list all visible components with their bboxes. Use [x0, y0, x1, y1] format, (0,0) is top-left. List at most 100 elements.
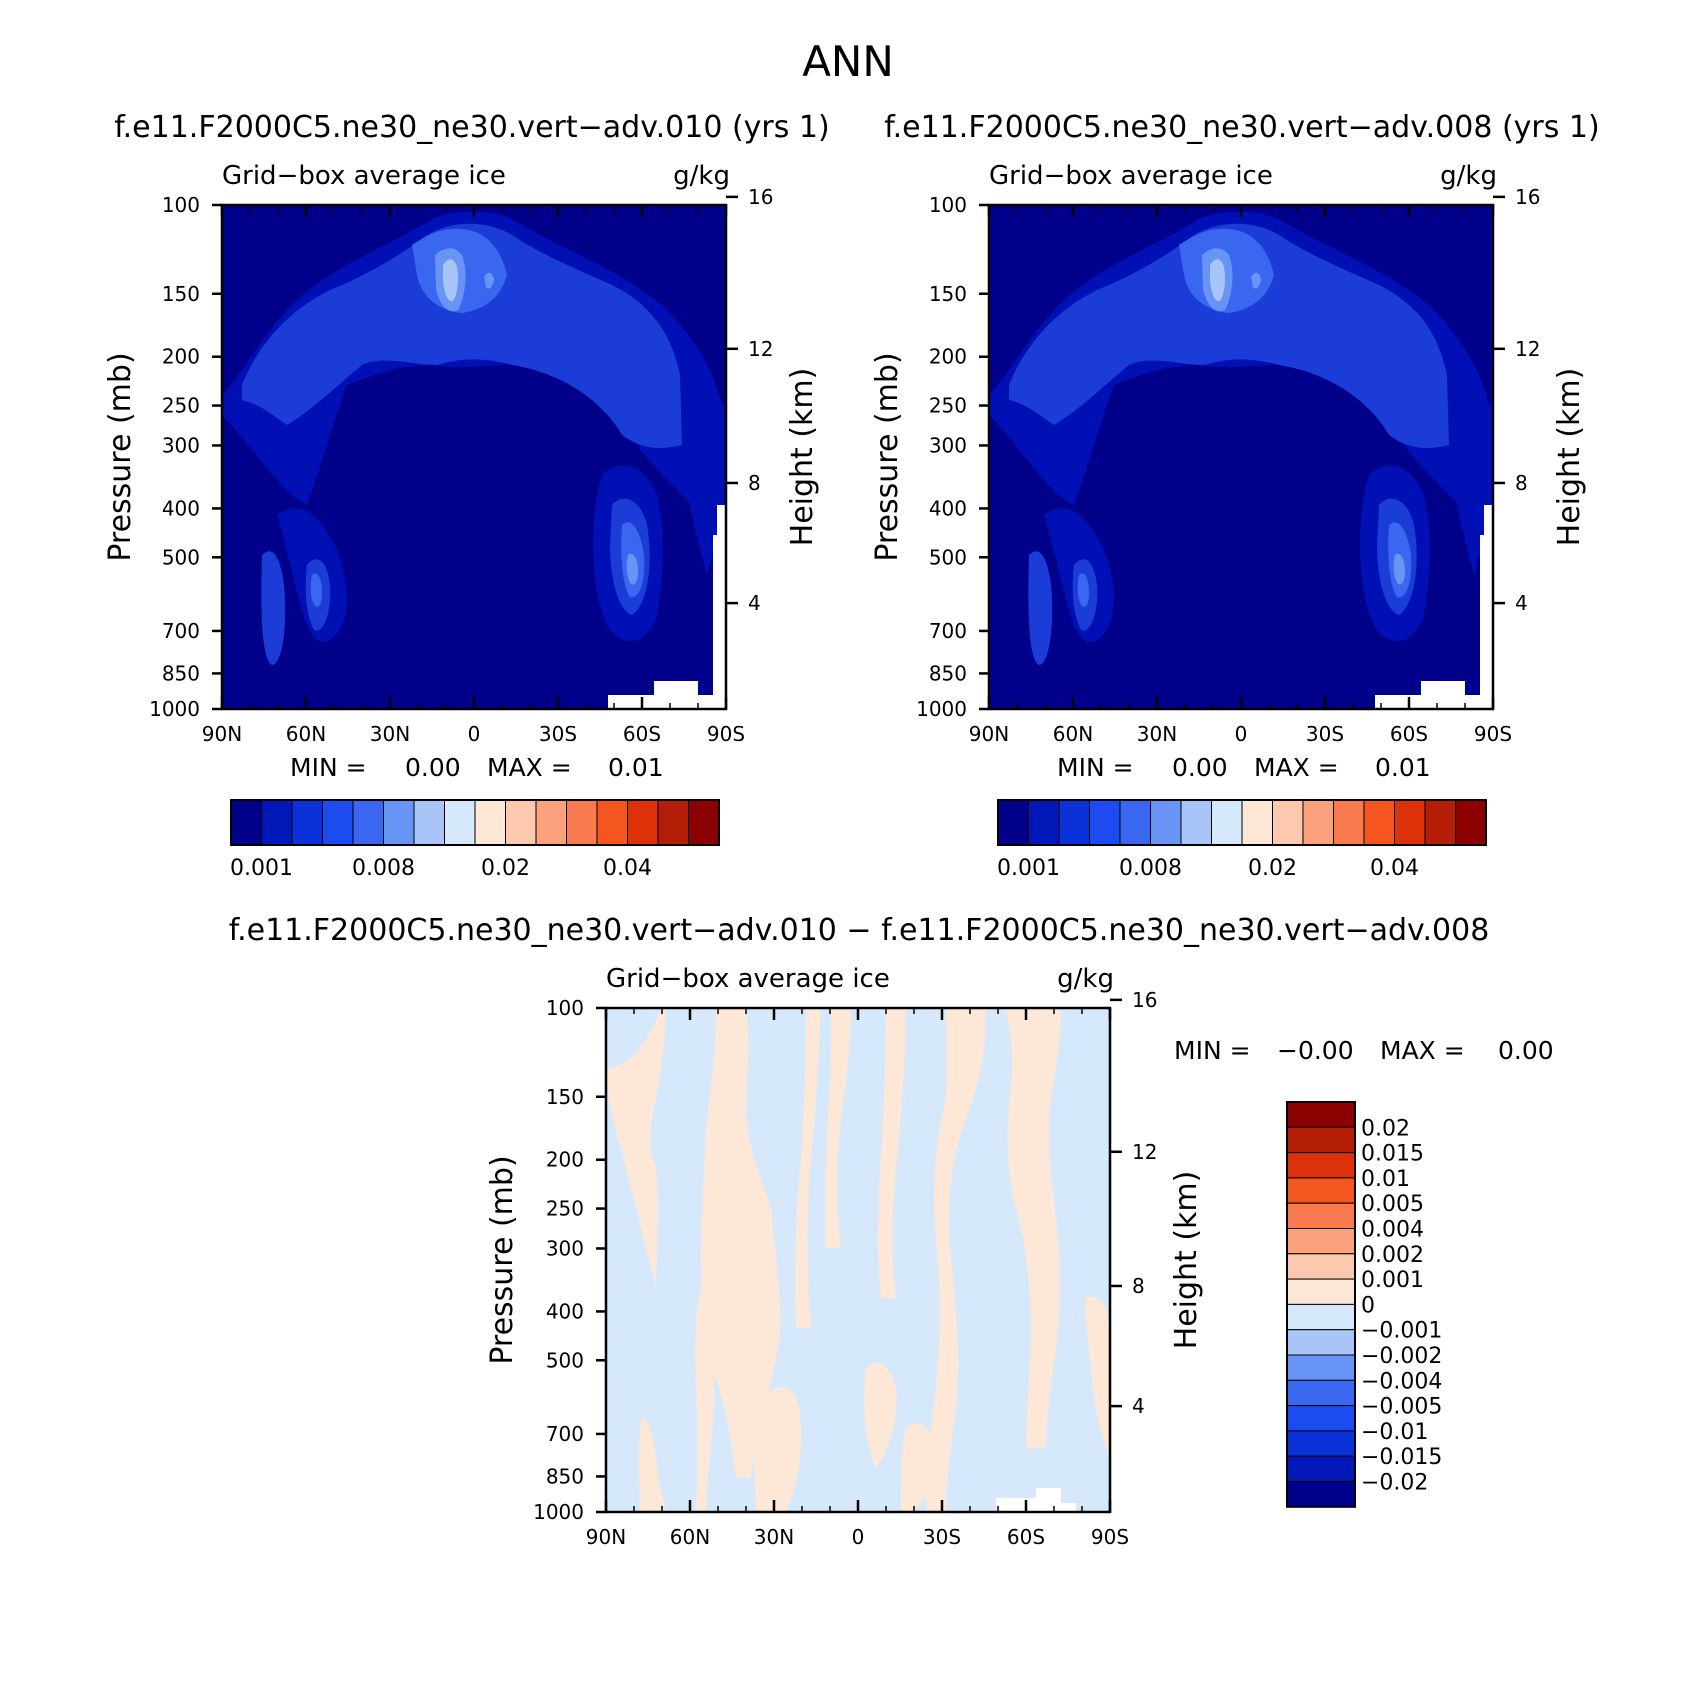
panel-b-title: f.e11.F2000C5.ne30_ne30.vert−adv.008 (yr… — [884, 110, 1599, 145]
colorbar-swatch — [505, 799, 537, 846]
y-right-tick-label: 8 — [1515, 471, 1528, 495]
panel-b-axes: 90N 60N 30N 0 30S 60S 90S 100 150 200 250 300 400 500… — [916, 185, 1540, 746]
panel-b-ylabel: Pressure (mb) — [870, 352, 905, 561]
panel-b-units: g/kg — [1440, 161, 1497, 191]
y-tick-label: 150 — [162, 282, 200, 306]
panel-a-contours — [222, 205, 726, 709]
colorbar-swatch — [1286, 1202, 1356, 1229]
colorbar-swatch — [1180, 799, 1212, 846]
colorbar-label: −0.015 — [1361, 1445, 1442, 1470]
y-tick-label: 500 — [162, 545, 200, 569]
y-tick-label: 300 — [929, 433, 967, 457]
colorbar-swatch — [474, 799, 506, 846]
y-tick-label: 700 — [162, 619, 200, 643]
panel-b-max-label: MAX = — [1254, 753, 1339, 782]
x-tick-label: 60S — [1007, 1525, 1045, 1549]
panel-c-title: f.e11.F2000C5.ne30_ne30.vert−adv.010 − f… — [229, 913, 1490, 948]
y-tick-label: 300 — [162, 433, 200, 457]
x-tick-label: 90N — [969, 722, 1009, 746]
panel-c-contours — [606, 1008, 1110, 1512]
colorbar-label: 0.04 — [1370, 856, 1419, 881]
colorbar-swatch — [1455, 799, 1487, 846]
colorbar-label: −0.005 — [1361, 1395, 1442, 1420]
colorbar-swatch — [1286, 1177, 1356, 1204]
y-right-tick-label: 8 — [1132, 1274, 1145, 1298]
colorbar-swatch — [291, 799, 323, 846]
panel-a-max-value: 0.01 — [608, 753, 664, 782]
colorbar-swatch — [261, 799, 293, 846]
y-tick-label: 200 — [929, 345, 967, 369]
y-tick-label: 100 — [162, 193, 200, 217]
colorbar-swatch — [1286, 1228, 1356, 1255]
y-tick-label: 850 — [546, 1464, 584, 1488]
x-tick-label: 0 — [852, 1525, 865, 1549]
panel-c-colorbar: 0.020.0150.010.0050.0040.0020.0010−0.001… — [1286, 1101, 1442, 1508]
colorbar-swatch — [1286, 1430, 1356, 1457]
x-tick-label: 60N — [286, 722, 326, 746]
panel-b-contours — [989, 205, 1493, 709]
colorbar-swatch — [1286, 1126, 1356, 1154]
panel-a: f.e11.F2000C5.ne30_ne30.vert−adv.010 (yr… — [103, 110, 830, 881]
panel-a-axes: 90N 60N 30N 0 30S 60S 90S 100 150 200 250 300 400 500… — [149, 185, 773, 746]
x-tick-label: 90S — [1091, 1525, 1129, 1549]
y-tick-label: 1000 — [533, 1500, 584, 1524]
colorbar-label: 0.04 — [603, 856, 652, 881]
y-tick-label: 300 — [546, 1236, 584, 1260]
colorbar-frame — [997, 799, 1487, 846]
y-tick-label: 700 — [929, 619, 967, 643]
panel-a-max-label: MAX = — [487, 753, 572, 782]
colorbar-label: 0.001 — [997, 856, 1060, 881]
x-tick-label: 0 — [1235, 722, 1248, 746]
colorbar-swatch — [1272, 799, 1304, 846]
colorbar-swatch — [1286, 1152, 1356, 1179]
x-tick-label: 0 — [468, 722, 481, 746]
panel-b-max-value: 0.01 — [1375, 753, 1431, 782]
colorbar-swatch — [997, 799, 1029, 846]
colorbar-swatch — [688, 799, 720, 846]
y-tick-label: 100 — [546, 996, 584, 1020]
colorbar-label: 0.01 — [1361, 1167, 1410, 1192]
colorbar-swatch — [596, 799, 628, 846]
panel-a-units: g/kg — [673, 161, 730, 191]
y-right-tick-label: 12 — [1132, 1140, 1157, 1164]
y-right-tick-label: 4 — [1515, 591, 1528, 615]
y-tick-label: 500 — [546, 1348, 584, 1372]
x-tick-label: 30S — [1306, 722, 1344, 746]
colorbar-label: −0.002 — [1361, 1344, 1442, 1369]
panel-c-axes: 90N 60N 30N 0 30S 60S 90S 100 150 200 250 300 400 500… — [533, 988, 1157, 1549]
panel-c-ylabel: Pressure (mb) — [485, 1155, 520, 1364]
colorbar-label: 0.008 — [1119, 856, 1182, 881]
x-tick-label: 30N — [754, 1525, 794, 1549]
colorbar-swatch — [657, 799, 689, 846]
y-tick-label: 400 — [546, 1299, 584, 1323]
colorbar-label: 0.008 — [352, 856, 415, 881]
colorbar-frame — [1286, 1101, 1356, 1508]
colorbar-swatch — [1286, 1379, 1356, 1407]
x-tick-label: 60S — [1390, 722, 1428, 746]
colorbar-swatch — [1150, 799, 1182, 846]
colorbar-label: 0.001 — [230, 856, 293, 881]
panel-a-title: f.e11.F2000C5.ne30_ne30.vert−adv.010 (yr… — [114, 110, 829, 145]
colorbar-swatch — [1286, 1329, 1356, 1356]
x-tick-label: 60N — [1053, 722, 1093, 746]
y-tick-label: 100 — [929, 193, 967, 217]
panel-c-max-value: 0.00 — [1498, 1036, 1554, 1065]
colorbar-label: 0.001 — [1361, 1268, 1424, 1293]
panel-a-variable: Grid−box average ice — [222, 161, 506, 191]
panel-b-min-value: 0.00 — [1172, 753, 1228, 782]
colorbar-swatch — [1333, 799, 1365, 846]
colorbar-swatch — [1286, 1405, 1356, 1432]
y-tick-label: 700 — [546, 1422, 584, 1446]
y-tick-label: 850 — [929, 661, 967, 685]
panel-b-ylabel-right: Height (km) — [1552, 368, 1587, 547]
y-right-tick-label: 4 — [748, 591, 761, 615]
colorbar-swatch — [566, 799, 598, 846]
panel-a-ylabel-right: Height (km) — [785, 368, 820, 547]
x-tick-label: 90S — [707, 722, 745, 746]
y-tick-label: 850 — [162, 661, 200, 685]
panel-c-units: g/kg — [1057, 964, 1114, 994]
colorbar-swatch — [1302, 799, 1334, 846]
panel-c-ylabel-right: Height (km) — [1169, 1171, 1204, 1350]
colorbar-swatch — [444, 799, 476, 846]
x-tick-label: 30S — [539, 722, 577, 746]
